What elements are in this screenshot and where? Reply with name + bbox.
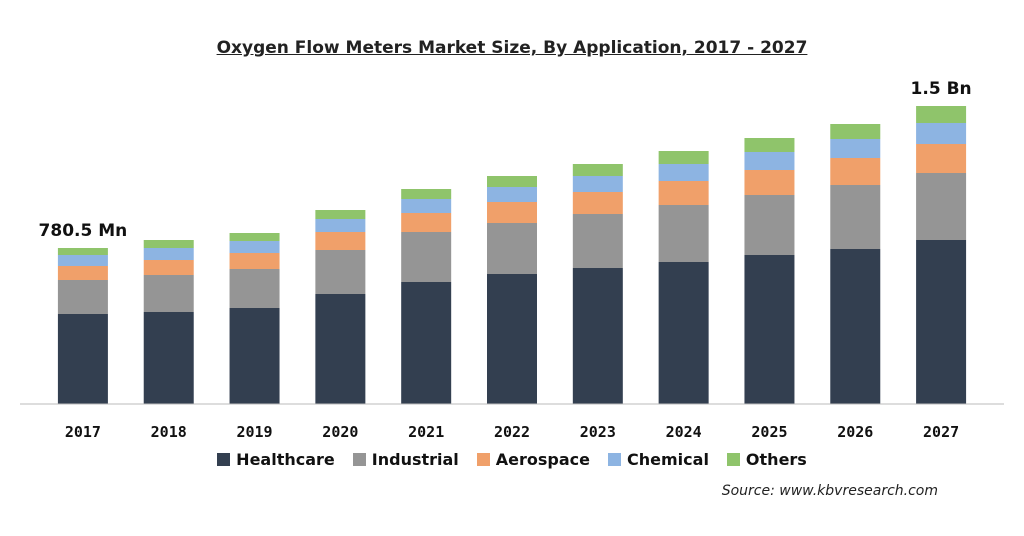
bar-segment-chemical-2026	[830, 139, 881, 158]
bar-segment-industrial-2020	[315, 250, 366, 294]
bar-segment-aerospace-2026	[830, 158, 881, 185]
bar-segment-healthcare-2020	[315, 294, 366, 404]
bar-segment-healthcare-2023	[572, 268, 623, 404]
x-tick-label: 2024	[666, 423, 702, 441]
bar-segment-aerospace-2024	[658, 181, 709, 205]
bar-segment-healthcare-2024	[658, 262, 709, 404]
bar-segment-healthcare-2021	[401, 282, 452, 404]
bar-segment-healthcare-2018	[143, 312, 194, 404]
bar-segment-aerospace-2017	[57, 266, 108, 280]
legend-item-others: Others	[726, 450, 807, 469]
bar-segment-others-2026	[830, 124, 881, 139]
bar-segment-others-2025	[744, 138, 795, 152]
bar-segment-aerospace-2019	[229, 253, 280, 269]
bar-segment-chemical-2017	[57, 255, 108, 266]
bar-segment-others-2024	[658, 151, 709, 164]
x-tick-labels: 2017 2018 2019 2020 2021 2022 2023 2024 2025 2026…	[65, 423, 959, 441]
x-tick-label: 2025	[751, 423, 787, 441]
bar-segment-industrial-2021	[401, 232, 452, 282]
legend-item-industrial: Industrial	[352, 450, 459, 469]
bars-group	[57, 106, 967, 404]
bar-segment-industrial-2026	[830, 185, 881, 249]
bar-segment-aerospace-2025	[744, 170, 795, 195]
bar-segment-others-2017	[57, 248, 108, 255]
bar-segment-chemical-2020	[315, 219, 366, 232]
x-tick-label: 2022	[494, 423, 530, 441]
legend-item-healthcare: Healthcare	[217, 450, 335, 469]
legend-swatch	[726, 453, 740, 466]
bar-segment-aerospace-2022	[487, 202, 537, 223]
legend: Healthcare Industrial Aerospace Chemical Oth…	[0, 450, 1024, 469]
legend-label: Industrial	[371, 450, 459, 469]
value-annotation: 1.5 Bn	[911, 79, 972, 99]
bar-segment-aerospace-2023	[572, 192, 623, 214]
bar-segment-industrial-2022	[487, 223, 537, 274]
bar-segment-aerospace-2027	[916, 144, 967, 173]
bar-segment-others-2022	[487, 176, 537, 187]
legend-label: Healthcare	[236, 450, 335, 469]
bar-segment-industrial-2023	[572, 214, 623, 268]
bar-segment-chemical-2022	[487, 187, 537, 202]
bar-segment-healthcare-2019	[229, 308, 280, 404]
bar-segment-aerospace-2018	[143, 260, 194, 275]
legend-swatch	[217, 453, 231, 466]
bar-segment-industrial-2024	[658, 205, 709, 262]
bar-segment-chemical-2024	[658, 164, 709, 181]
bar-segment-others-2027	[916, 106, 967, 123]
bar-segment-chemical-2018	[143, 248, 194, 260]
x-tick-label: 2019	[236, 423, 272, 441]
x-tick-label: 2018	[151, 423, 187, 441]
bar-segment-chemical-2021	[401, 199, 452, 213]
bar-segment-others-2020	[315, 210, 366, 219]
bar-segment-others-2023	[572, 164, 623, 176]
bar-segment-chemical-2019	[229, 241, 280, 253]
x-tick-label: 2023	[580, 423, 616, 441]
bar-segment-chemical-2027	[916, 123, 967, 144]
legend-item-aerospace: Aerospace	[476, 450, 591, 469]
x-tick-label: 2026	[837, 423, 873, 441]
bar-segment-others-2018	[143, 240, 194, 248]
bar-segment-industrial-2019	[229, 269, 280, 308]
bar-segment-industrial-2017	[57, 280, 108, 314]
bar-segment-industrial-2027	[916, 173, 967, 240]
legend-label: Aerospace	[495, 450, 591, 469]
x-tick-label: 2017	[65, 423, 101, 441]
x-tick-label: 2020	[322, 423, 358, 441]
bar-segment-others-2021	[401, 189, 452, 199]
bar-segment-industrial-2025	[744, 195, 795, 255]
legend-swatch	[352, 453, 366, 466]
x-tick-label: 2027	[923, 423, 959, 441]
legend-item-chemical: Chemical	[608, 450, 709, 469]
legend-swatch	[476, 453, 490, 466]
legend-label: Others	[745, 450, 807, 469]
legend-label: Chemical	[627, 450, 709, 469]
bar-segment-industrial-2018	[143, 275, 194, 312]
bar-segment-healthcare-2027	[916, 240, 967, 404]
bar-segment-healthcare-2026	[830, 249, 881, 404]
bar-segment-healthcare-2022	[487, 274, 537, 404]
bar-segment-healthcare-2017	[57, 314, 108, 404]
bar-segment-chemical-2023	[572, 176, 623, 192]
legend-swatch	[608, 453, 622, 466]
chart-title: Oxygen Flow Meters Market Size, By Appli…	[216, 38, 808, 58]
bar-segment-others-2019	[229, 233, 280, 241]
bar-segment-chemical-2025	[744, 152, 795, 170]
value-annotations: 780.5 Mn 1.5 Bn	[39, 79, 972, 241]
source-note: Source: www.kbvresearch.com	[721, 483, 938, 499]
value-annotation: 780.5 Mn	[39, 221, 128, 241]
bar-segment-aerospace-2020	[315, 232, 366, 250]
x-tick-label: 2021	[408, 423, 444, 441]
bar-segment-healthcare-2025	[744, 255, 795, 404]
bar-segment-aerospace-2021	[401, 213, 452, 232]
